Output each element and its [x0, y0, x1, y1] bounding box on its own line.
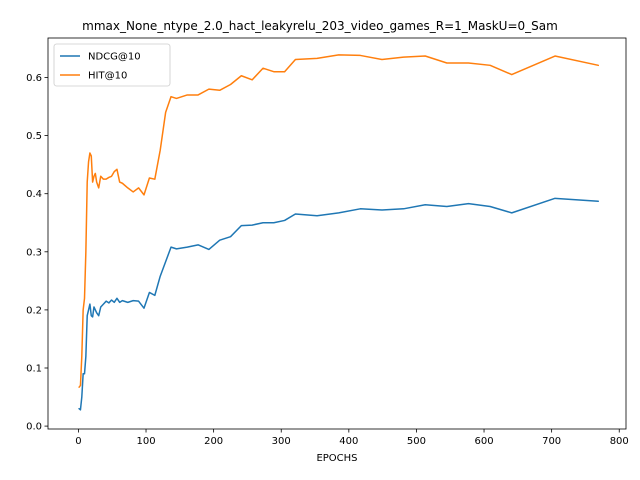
y-tick-label: 0.4: [26, 189, 42, 200]
x-tick-label: 800: [610, 436, 629, 447]
x-tick-label: 400: [339, 436, 358, 447]
x-tick-label: 100: [136, 436, 155, 447]
y-tick-label: 0.0: [26, 422, 42, 433]
x-tick-label: 500: [407, 436, 426, 447]
series-line-hit-10: [78, 54, 600, 388]
y-axis-ticks: 0.0 0.1 0.2 0.3 0.4 0.5 0.6: [26, 73, 48, 433]
legend: NDCG@10 HIT@10: [53, 43, 171, 87]
x-tick-label: 300: [272, 436, 291, 447]
y-tick-label: 0.2: [26, 305, 42, 316]
x-tick-label: 600: [474, 436, 493, 447]
x-axis-label: EPOCHS: [316, 453, 357, 464]
series-lines: [78, 54, 600, 411]
y-tick-label: 0.3: [26, 247, 42, 258]
legend-label: HIT@10: [88, 71, 127, 82]
x-tick-label: 700: [542, 436, 561, 447]
legend-box: [53, 43, 171, 87]
x-axis-ticks: 0 100 200 300 400 500 600 700 800: [75, 429, 629, 447]
axes-frame: [47, 37, 627, 430]
y-tick-label: 0.5: [26, 131, 42, 142]
y-tick-label: 0.6: [26, 73, 42, 84]
chart-title: mmax_None_ntype_2.0_hact_leakyrelu_203_v…: [82, 19, 558, 33]
x-tick-label: 200: [204, 436, 223, 447]
y-tick-label: 0.1: [26, 363, 42, 374]
legend-label: NDCG@10: [88, 52, 141, 63]
series-line-ndcg-10: [78, 197, 600, 411]
x-tick-label: 0: [75, 436, 81, 447]
